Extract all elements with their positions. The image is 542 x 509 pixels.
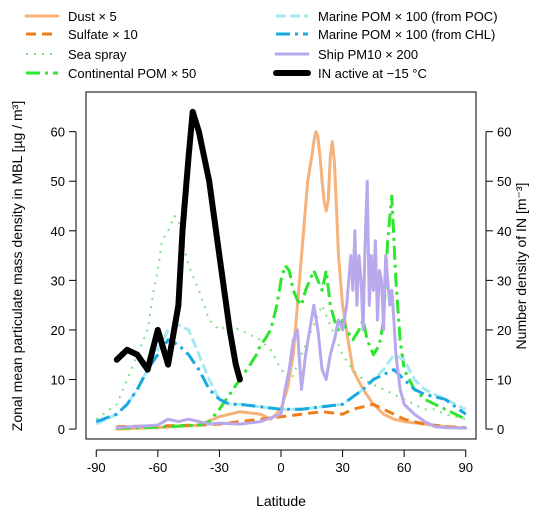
legend-label-6: Ship PM10 × 200 <box>318 47 418 62</box>
y-right-tick-label-1: 10 <box>497 373 511 388</box>
series-layer <box>95 108 468 431</box>
y-left-tick-label-4: 40 <box>51 224 65 239</box>
series-line-6 <box>115 179 468 430</box>
y-right-tick-label-4: 40 <box>497 224 511 239</box>
y-axis-left: 0 10 20 30 40 50 60 <box>51 125 77 437</box>
y-left-tick-label-5: 50 <box>51 174 65 189</box>
series-line-3 <box>116 194 467 430</box>
legend-label-7: IN active at −15 °C <box>318 66 427 81</box>
y-right-tick-label-5: 50 <box>497 174 511 189</box>
series-line-7 <box>113 108 243 383</box>
y-left-tick-label-1: 10 <box>51 373 65 388</box>
plot-frame <box>85 91 477 440</box>
legend: Dust × 5 Sulfate × 10 Sea spray Continental… <box>24 9 498 81</box>
y-right-tick-label-2: 20 <box>497 323 511 338</box>
y-axis-right-title: Number density of IN [m⁻³] <box>513 183 529 350</box>
legend-label-3: Continental POM × 50 <box>68 66 196 81</box>
x-tick-label-3: 0 <box>277 460 284 475</box>
legend-label-2: Sea spray <box>68 47 127 62</box>
y-left-tick-label-2: 20 <box>51 323 65 338</box>
x-tick-label-6: 90 <box>459 460 473 475</box>
x-axis: -90 -60 -30 0 30 60 90 <box>87 449 473 475</box>
legend-label-0: Dust × 5 <box>68 9 117 24</box>
y-right-tick-label-3: 30 <box>497 273 511 288</box>
y-right-tick-label-6: 60 <box>497 125 511 140</box>
x-tick-label-4: 30 <box>335 460 349 475</box>
legend-label-1: Sulfate × 10 <box>68 27 138 42</box>
x-axis-title: Latitude <box>256 493 306 509</box>
series-line-2 <box>95 214 466 421</box>
x-tick-label-2: -30 <box>210 460 229 475</box>
y-left-tick-label-0: 0 <box>58 422 65 437</box>
y-right-tick-label-0: 0 <box>497 422 504 437</box>
legend-label-4: Marine POM × 100 (from POC) <box>318 9 498 24</box>
y-axis-right: 0 10 20 30 40 50 60 <box>485 125 511 437</box>
x-tick-label-5: 60 <box>397 460 411 475</box>
x-tick-label-0: -90 <box>87 460 106 475</box>
legend-label-5: Marine POM × 100 (from CHL) <box>318 27 495 42</box>
y-left-tick-label-6: 60 <box>51 125 65 140</box>
x-tick-label-1: -60 <box>148 460 167 475</box>
y-axis-left-title: Zonal mean particulate mass density in M… <box>9 101 25 431</box>
y-left-tick-label-3: 30 <box>51 273 65 288</box>
